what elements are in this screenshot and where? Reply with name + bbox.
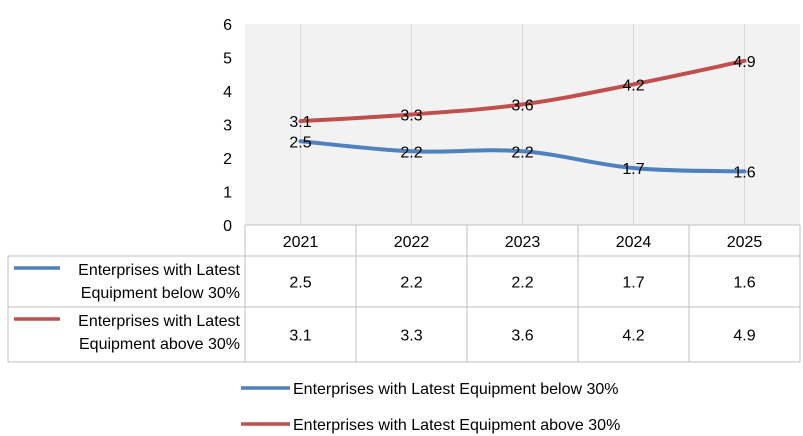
series-line-2 xyxy=(298,58,747,124)
vertical-gridlines xyxy=(300,24,745,225)
data-label-s1-2023: 2.2 xyxy=(511,144,533,161)
data-label-s2-2022: 3.3 xyxy=(400,107,422,124)
y-tick-label-3: 3 xyxy=(223,118,232,135)
table-cell-s1-2022: 2.2 xyxy=(400,275,422,292)
table-cell-s1-2025: 1.6 xyxy=(733,275,755,292)
table-cell-s2-2021: 3.1 xyxy=(289,328,311,345)
table-row-label-1-line-2: Equipment below 30% xyxy=(81,285,240,302)
y-tick-label-4: 4 xyxy=(223,84,232,101)
category-label-2022: 2022 xyxy=(394,234,430,251)
y-tick-label-6: 6 xyxy=(223,17,232,34)
table-cell-s2-2024: 4.2 xyxy=(622,328,644,345)
legend: Enterprises with Latest Equipment below … xyxy=(241,381,620,434)
table-cell-s1-2024: 1.7 xyxy=(622,275,644,292)
data-label-s1-2021: 2.5 xyxy=(289,134,311,151)
data-table: 2021 2022 2023 2024 2025 Enterprises with Lat… xyxy=(7,224,801,363)
data-label-s2-2021: 3.1 xyxy=(289,114,311,131)
category-label-2021: 2021 xyxy=(283,234,319,251)
data-label-s2-2025: 4.9 xyxy=(733,54,755,71)
category-label-2024: 2024 xyxy=(616,234,652,251)
data-label-s2-2024: 4.2 xyxy=(622,77,644,94)
table-row-label-1-line-1: Enterprises with Latest xyxy=(78,262,240,279)
data-label-s2-2023: 3.6 xyxy=(511,97,533,114)
table-cell-s2-2022: 3.3 xyxy=(400,328,422,345)
series-lines xyxy=(298,58,747,174)
table-cell-s1-2021: 2.5 xyxy=(289,275,311,292)
category-label-2025: 2025 xyxy=(727,234,763,251)
legend-label-1: Enterprises with Latest Equipment below … xyxy=(293,381,619,398)
table-cell-s2-2025: 4.9 xyxy=(733,328,755,345)
data-label-s1-2025: 1.6 xyxy=(733,164,755,181)
table-row-label-2-line-2: Equipment above 30% xyxy=(79,336,240,353)
category-label-2023: 2023 xyxy=(505,234,541,251)
series-line-1 xyxy=(298,139,747,174)
data-label-s1-2022: 2.2 xyxy=(400,144,422,161)
table-row-label-2-line-1: Enterprises with Latest xyxy=(78,313,240,330)
y-tick-label-0: 0 xyxy=(223,218,232,235)
y-tick-label-2: 2 xyxy=(223,151,232,168)
y-tick-label-5: 5 xyxy=(223,51,232,68)
data-labels: 2.5 2.2 2.2 1.7 1.6 3.1 3.3 3.6 4.2 4.9 xyxy=(289,54,755,182)
table-cell-s1-2023: 2.2 xyxy=(511,275,533,292)
table-cell-s2-2023: 3.6 xyxy=(511,328,533,345)
y-axis-ticks: 0 1 2 3 4 5 6 xyxy=(223,17,232,235)
data-label-s1-2024: 1.7 xyxy=(622,161,644,178)
legend-label-2: Enterprises with Latest Equipment above … xyxy=(293,417,620,434)
y-tick-label-1: 1 xyxy=(223,185,232,202)
